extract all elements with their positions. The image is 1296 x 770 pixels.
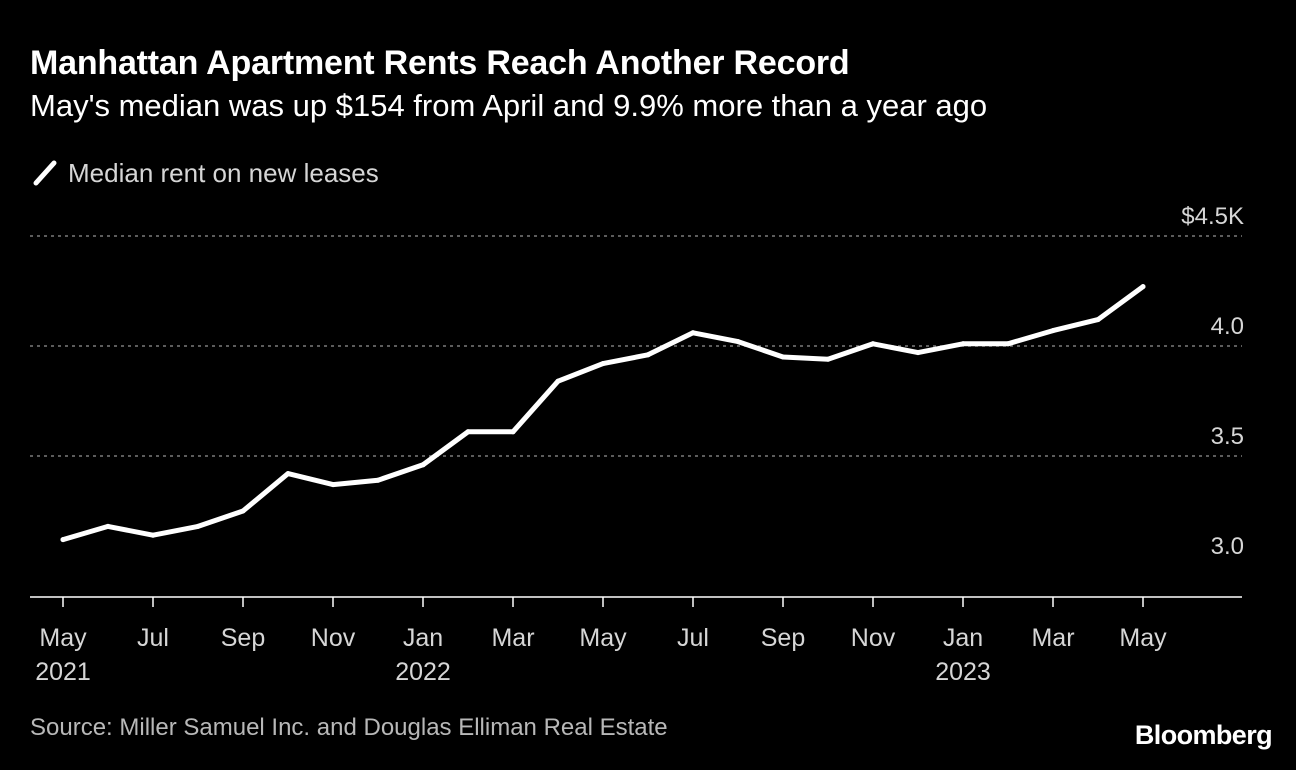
data-point — [735, 339, 741, 345]
data-point — [465, 429, 471, 435]
y-tick-label: 3.0 — [1211, 533, 1244, 560]
chart-title: Manhattan Apartment Rents Reach Another … — [30, 44, 850, 82]
legend-label: Median rent on new leases — [68, 157, 379, 188]
y-tick-label: 3.5 — [1211, 423, 1244, 450]
data-point — [240, 508, 246, 514]
x-tick-label: May — [39, 624, 87, 652]
legend: Median rent on new leases — [30, 156, 379, 190]
data-point — [105, 523, 111, 529]
slash-line-icon — [33, 160, 57, 186]
data-point — [330, 482, 336, 488]
data-point — [690, 330, 696, 336]
data-point — [1005, 341, 1011, 347]
data-point — [780, 354, 786, 360]
data-point — [1140, 284, 1146, 290]
data-point — [150, 532, 156, 538]
data-point — [960, 341, 966, 347]
x-tick-label: Mar — [491, 624, 534, 652]
data-point — [600, 361, 606, 367]
y-tick-label: 4.0 — [1211, 313, 1244, 340]
data-point — [375, 477, 381, 483]
data-point — [870, 341, 876, 347]
x-tick-year-label: 2021 — [35, 658, 91, 686]
x-tick-label: Sep — [221, 624, 265, 652]
data-point — [1095, 317, 1101, 323]
source-note: Source: Miller Samuel Inc. and Douglas E… — [30, 714, 668, 741]
x-tick-label: Jul — [677, 624, 709, 652]
data-point — [195, 523, 201, 529]
x-tick-label: Jan — [943, 624, 983, 652]
data-point — [555, 378, 561, 384]
x-tick-label: Mar — [1031, 624, 1074, 652]
x-tick-label: Nov — [851, 624, 896, 652]
data-point — [285, 471, 291, 477]
y-tick-label: $4.5K — [1181, 203, 1244, 230]
x-tick-label: Jan — [403, 624, 443, 652]
x-tick-label: May — [1119, 624, 1167, 652]
x-tick-label: Jul — [137, 624, 169, 652]
data-point — [420, 462, 426, 468]
x-tick-year-label: 2022 — [395, 658, 451, 686]
data-point — [60, 537, 66, 543]
x-tick-year-label: 2023 — [935, 658, 991, 686]
data-point — [1050, 328, 1056, 334]
data-point — [645, 352, 651, 358]
x-tick-label: Nov — [311, 624, 356, 652]
chart-subtitle: May's median was up $154 from April and … — [30, 88, 988, 123]
x-tick-label: Sep — [761, 624, 805, 652]
data-point — [915, 350, 921, 356]
series-line — [60, 284, 1146, 543]
data-point — [510, 429, 516, 435]
x-tick-label: May — [579, 624, 627, 652]
data-point — [825, 356, 831, 362]
bloomberg-logo: Bloomberg — [1134, 720, 1273, 750]
